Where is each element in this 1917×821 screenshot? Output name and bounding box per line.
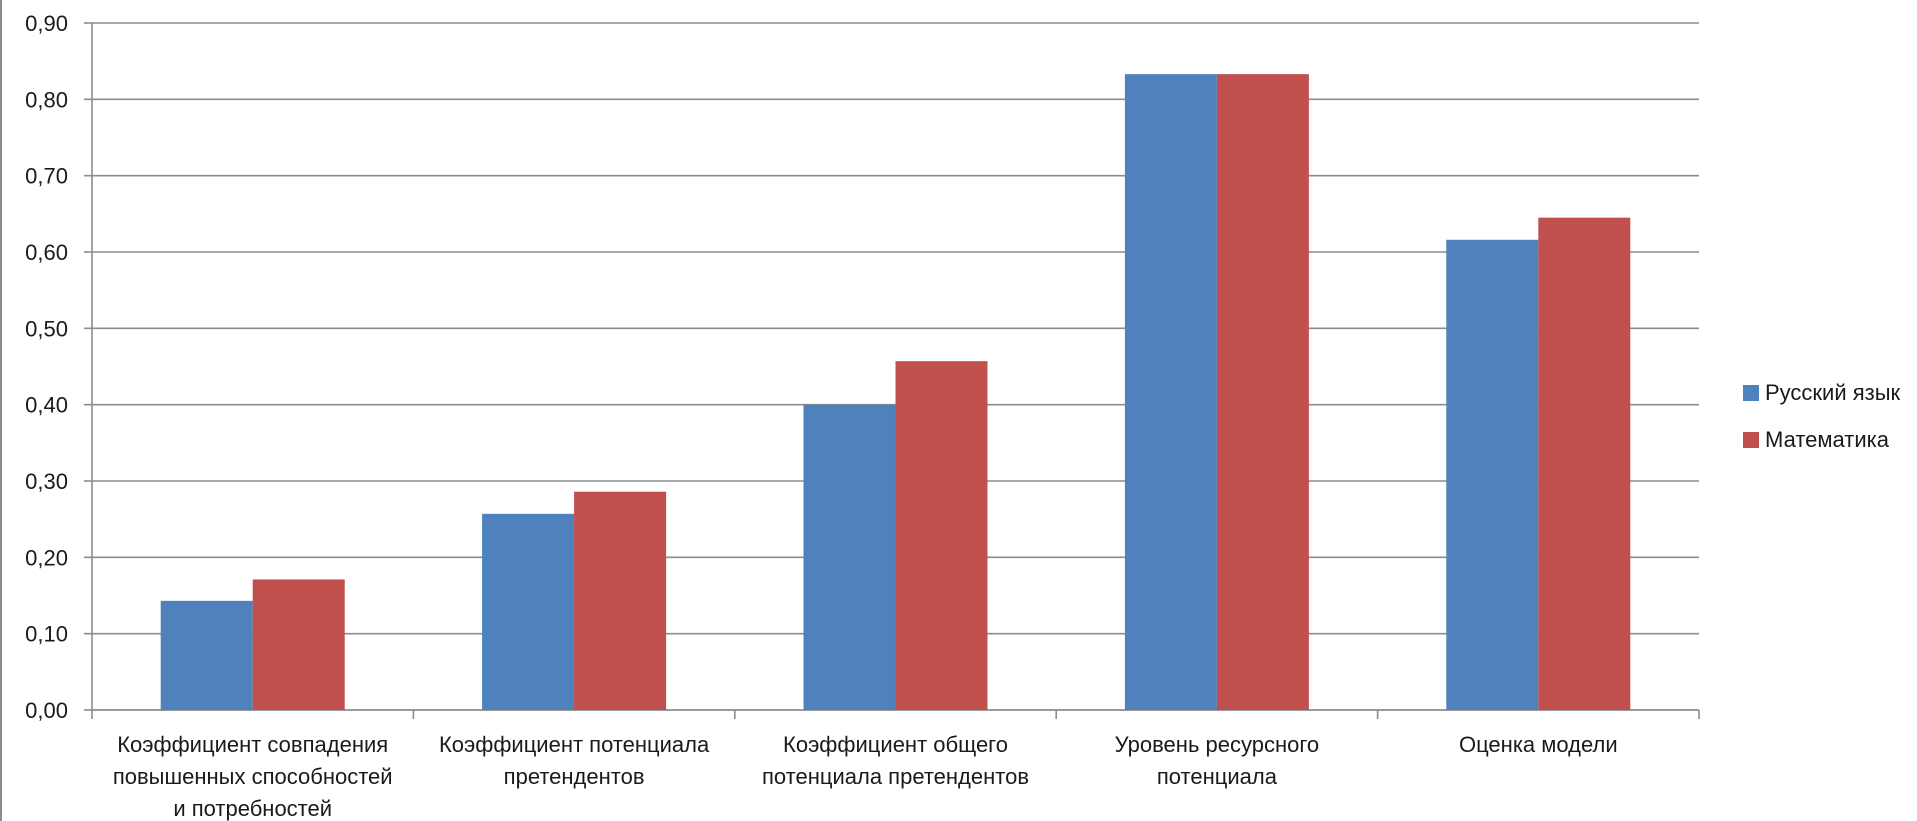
bar-russian-3 bbox=[1124, 74, 1217, 711]
y-tick-label: 0,60 bbox=[25, 240, 68, 265]
bar-math-0 bbox=[252, 579, 345, 710]
x-category-label: Коэффициент общего потенциала претенденто… bbox=[762, 732, 1029, 789]
y-tick-label: 0,10 bbox=[25, 622, 68, 647]
bars bbox=[160, 74, 1631, 711]
y-tick-label: 0,90 bbox=[25, 11, 68, 36]
chart-frame-left-border bbox=[0, 0, 2, 821]
x-category-label: Оценка модели bbox=[1459, 732, 1618, 757]
x-axis-category-labels: Коэффициент совпадения повышенных способн… bbox=[113, 732, 1618, 821]
y-tick-label: 0,20 bbox=[25, 545, 68, 570]
x-category-label: Коэффициент совпадения повышенных способн… bbox=[113, 732, 393, 821]
y-tick-label: 0,50 bbox=[25, 316, 68, 341]
bar-math-3 bbox=[1216, 74, 1309, 711]
bar-russian-0 bbox=[160, 600, 253, 710]
bar-russian-2 bbox=[803, 404, 896, 710]
legend-swatch bbox=[1743, 432, 1759, 448]
y-tick-label: 0,00 bbox=[25, 698, 68, 723]
y-axis-tick-labels: 0,00 0,10 0,20 0,30 0,40 0,50 0,60 0,70 0,80 0,90 bbox=[25, 11, 68, 723]
x-category-label: Коэффициент потенциала претендентов bbox=[439, 732, 710, 789]
bar-math-2 bbox=[895, 361, 988, 710]
bar-math-1 bbox=[574, 491, 667, 710]
y-tick-label: 0,30 bbox=[25, 469, 68, 494]
y-tick-label: 0,70 bbox=[25, 164, 68, 189]
bar-math-4 bbox=[1538, 217, 1631, 710]
y-tick-label: 0,40 bbox=[25, 393, 68, 418]
bar-russian-4 bbox=[1446, 239, 1539, 710]
legend-label: Математика bbox=[1765, 427, 1890, 452]
bar-russian-1 bbox=[482, 513, 575, 710]
gridlines bbox=[84, 22, 1700, 719]
legend: Русский язык Математика bbox=[1743, 380, 1901, 452]
legend-label: Русский язык bbox=[1765, 380, 1901, 405]
y-tick-label: 0,80 bbox=[25, 87, 68, 112]
legend-swatch bbox=[1743, 385, 1759, 401]
x-category-label: Уровень ресурсного потенциала bbox=[1115, 732, 1319, 789]
